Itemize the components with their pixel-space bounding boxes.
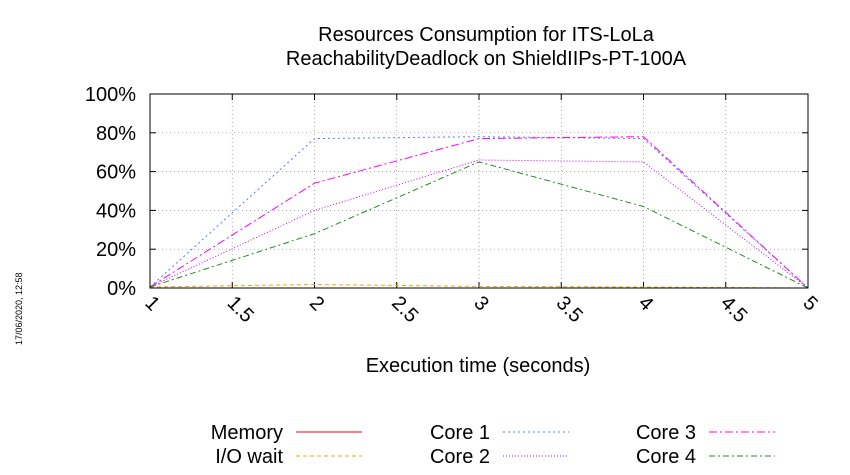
x-tick-label: 2.5 xyxy=(387,292,422,327)
series-lines xyxy=(149,136,809,289)
x-tick-label: 3.5 xyxy=(552,292,587,327)
y-tick-label: 80% xyxy=(96,123,136,145)
legend-label: Core 3 xyxy=(636,422,696,444)
x-tick-label: 1 xyxy=(140,292,163,315)
legend-label: Core 4 xyxy=(636,446,696,468)
x-axis-label: Execution time (seconds) xyxy=(366,355,591,377)
grid xyxy=(149,93,809,289)
y-tick-label: 100% xyxy=(85,84,136,106)
chart-title-line-1: Resources Consumption for ITS-LoLa xyxy=(318,24,655,46)
series-line-i-o-wait xyxy=(149,283,809,289)
series-line-core-3 xyxy=(149,136,809,289)
plot-frame xyxy=(149,93,809,289)
legend-label: Core 2 xyxy=(430,446,490,468)
series-line-core-2 xyxy=(149,159,809,289)
x-tick-label: 5 xyxy=(798,292,821,315)
y-tick-label: 60% xyxy=(96,162,136,184)
legend-label: Memory xyxy=(211,422,283,444)
legend-label: Core 1 xyxy=(430,422,490,444)
timestamp: 17/06/2020, 12:58 xyxy=(14,272,24,345)
chart-title-line-2: ReachabilityDeadlock on ShieldIIPs-PT-10… xyxy=(286,48,687,70)
x-tick-label: 2 xyxy=(305,292,328,315)
y-tick-label: 0% xyxy=(107,278,136,300)
series-line-core-4 xyxy=(149,161,809,289)
y-axis-ticks: 0% 20% 40% 60% 80% 100% xyxy=(85,84,808,300)
series-line-core-1 xyxy=(149,136,809,289)
y-tick-label: 40% xyxy=(96,200,136,222)
x-tick-label: 3 xyxy=(469,292,492,315)
x-tick-label: 4.5 xyxy=(716,292,751,327)
y-tick-label: 20% xyxy=(96,239,136,261)
x-tick-label: 1.5 xyxy=(223,292,258,327)
legend-label: I/O wait xyxy=(215,446,283,468)
x-tick-label: 4 xyxy=(634,292,657,315)
